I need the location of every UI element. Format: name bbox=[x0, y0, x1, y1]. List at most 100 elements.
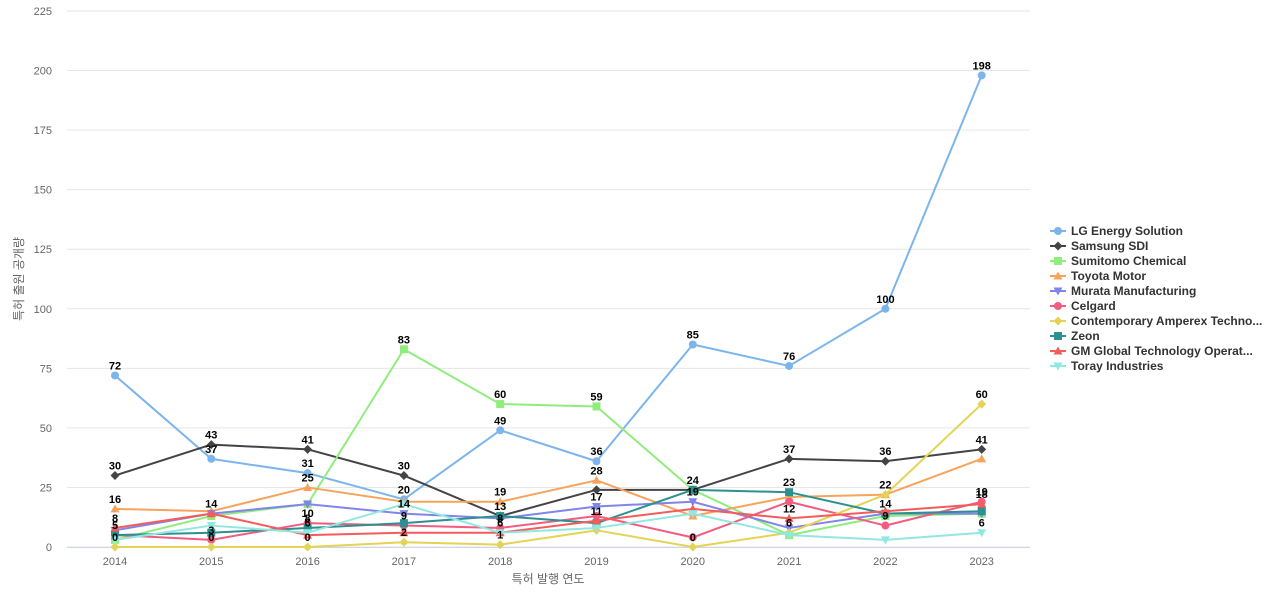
legend-label: Sumitomo Chemical bbox=[1071, 254, 1186, 268]
legend-item-gm-global-technology-operat[interactable]: GM Global Technology Operat... bbox=[1050, 344, 1253, 358]
data-label: 18 bbox=[976, 489, 988, 501]
data-point bbox=[496, 426, 505, 435]
data-point bbox=[399, 471, 409, 481]
series-line bbox=[114, 403, 983, 548]
data-point bbox=[399, 500, 409, 509]
legend-label: Samsung SDI bbox=[1071, 239, 1148, 253]
data-point bbox=[592, 475, 601, 484]
data-label: 41 bbox=[976, 434, 988, 446]
data-point bbox=[495, 540, 505, 550]
y-tick-label: 25 bbox=[40, 482, 52, 494]
legend-marker bbox=[1053, 287, 1063, 296]
series-toray-industries bbox=[110, 500, 987, 545]
data-label: 9 bbox=[882, 511, 888, 523]
legend-item-sumitomo-chemical[interactable]: Sumitomo Chemical bbox=[1050, 254, 1186, 268]
data-label: 43 bbox=[205, 430, 217, 442]
data-point bbox=[688, 533, 697, 542]
data-point bbox=[977, 507, 986, 516]
legend-label: Toray Industries bbox=[1071, 359, 1164, 373]
data-point bbox=[785, 497, 794, 506]
data-point bbox=[207, 454, 216, 463]
data-label: 17 bbox=[590, 492, 602, 504]
legend-label: Zeon bbox=[1071, 329, 1100, 343]
data-point bbox=[206, 509, 216, 518]
data-point bbox=[399, 510, 409, 519]
legend-item-contemporary-amperex-techno[interactable]: Contemporary Amperex Techno... bbox=[1050, 314, 1262, 328]
y-tick-label: 0 bbox=[46, 542, 52, 554]
data-label: 14 bbox=[398, 499, 411, 511]
data-point bbox=[206, 542, 216, 552]
x-tick-label: 2016 bbox=[295, 556, 319, 568]
x-tick-label: 2018 bbox=[488, 556, 512, 568]
data-point bbox=[592, 512, 601, 521]
data-point bbox=[592, 524, 601, 533]
data-point bbox=[496, 400, 505, 409]
data-label: 6 bbox=[979, 518, 985, 530]
data-label: 36 bbox=[879, 446, 891, 458]
y-tick-label: 100 bbox=[34, 304, 52, 316]
data-label: 3 bbox=[208, 525, 214, 537]
data-label: 198 bbox=[973, 60, 991, 72]
series-lg-energy-solution bbox=[111, 71, 986, 504]
data-label: 8 bbox=[497, 513, 503, 525]
data-label: 9 bbox=[401, 511, 407, 523]
legend-item-celgard[interactable]: Celgard bbox=[1050, 299, 1116, 313]
data-point bbox=[977, 399, 987, 409]
series-samsung-sdi bbox=[110, 440, 987, 521]
data-point bbox=[977, 71, 986, 80]
data-label: 11 bbox=[591, 506, 603, 518]
x-axis-title: 특허 발행 연도 bbox=[512, 571, 585, 586]
y-tick-label: 75 bbox=[40, 363, 52, 375]
y-tick-label: 150 bbox=[34, 185, 52, 197]
legend-item-toyota-motor[interactable]: Toyota Motor bbox=[1050, 269, 1146, 283]
data-point bbox=[206, 522, 216, 531]
legend-label: Murata Manufacturing bbox=[1071, 284, 1196, 298]
legend-item-murata-manufacturing[interactable]: Murata Manufacturing bbox=[1050, 284, 1196, 298]
data-point bbox=[688, 498, 698, 507]
legend-item-samsung-sdi[interactable]: Samsung SDI bbox=[1050, 239, 1148, 253]
data-label: 13 bbox=[494, 501, 506, 513]
data-label: 37 bbox=[205, 444, 217, 456]
data-point bbox=[206, 440, 216, 450]
data-label: 0 bbox=[112, 532, 118, 544]
x-tick-label: 2019 bbox=[584, 556, 608, 568]
legend-marker bbox=[1053, 271, 1063, 280]
x-tick-label: 2022 bbox=[873, 556, 897, 568]
data-label: 8 bbox=[112, 513, 118, 525]
data-label: 100 bbox=[876, 294, 894, 306]
y-axis-title: 특허 출원 공개량 bbox=[12, 237, 26, 321]
data-label: 2 bbox=[401, 527, 407, 539]
grid-lines bbox=[67, 10, 1030, 548]
data-label: 24 bbox=[687, 475, 700, 487]
legend-item-toray-industries[interactable]: Toray Industries bbox=[1050, 359, 1164, 373]
legend-marker bbox=[1054, 257, 1062, 265]
data-label: 6 bbox=[305, 518, 311, 530]
legend-label: GM Global Technology Operat... bbox=[1071, 344, 1253, 358]
data-label: 22 bbox=[879, 480, 891, 492]
data-label: 20 bbox=[398, 484, 410, 496]
data-point bbox=[303, 523, 312, 532]
y-tick-label: 225 bbox=[34, 6, 52, 18]
data-point bbox=[399, 528, 409, 537]
data-point bbox=[111, 371, 119, 380]
data-point bbox=[303, 500, 313, 509]
data-label: 85 bbox=[687, 330, 699, 342]
legend-marker bbox=[1053, 346, 1063, 355]
legend-label: Contemporary Amperex Techno... bbox=[1071, 314, 1262, 328]
legend-marker bbox=[1053, 362, 1063, 371]
data-point bbox=[977, 444, 987, 454]
data-point bbox=[784, 531, 794, 540]
data-label: 31 bbox=[301, 458, 313, 470]
series-line bbox=[114, 503, 983, 541]
data-label: 6 bbox=[497, 518, 503, 530]
legend-marker bbox=[1054, 227, 1062, 235]
data-label: 30 bbox=[398, 461, 410, 473]
legend-item-zeon[interactable]: Zeon bbox=[1050, 329, 1100, 343]
data-label: 14 bbox=[879, 499, 892, 511]
data-label: 28 bbox=[590, 465, 602, 477]
legend-item-lg-energy-solution[interactable]: LG Energy Solution bbox=[1050, 224, 1183, 238]
data-label: 83 bbox=[398, 334, 410, 346]
data-label: 1 bbox=[497, 530, 503, 542]
data-label: 72 bbox=[109, 360, 121, 372]
